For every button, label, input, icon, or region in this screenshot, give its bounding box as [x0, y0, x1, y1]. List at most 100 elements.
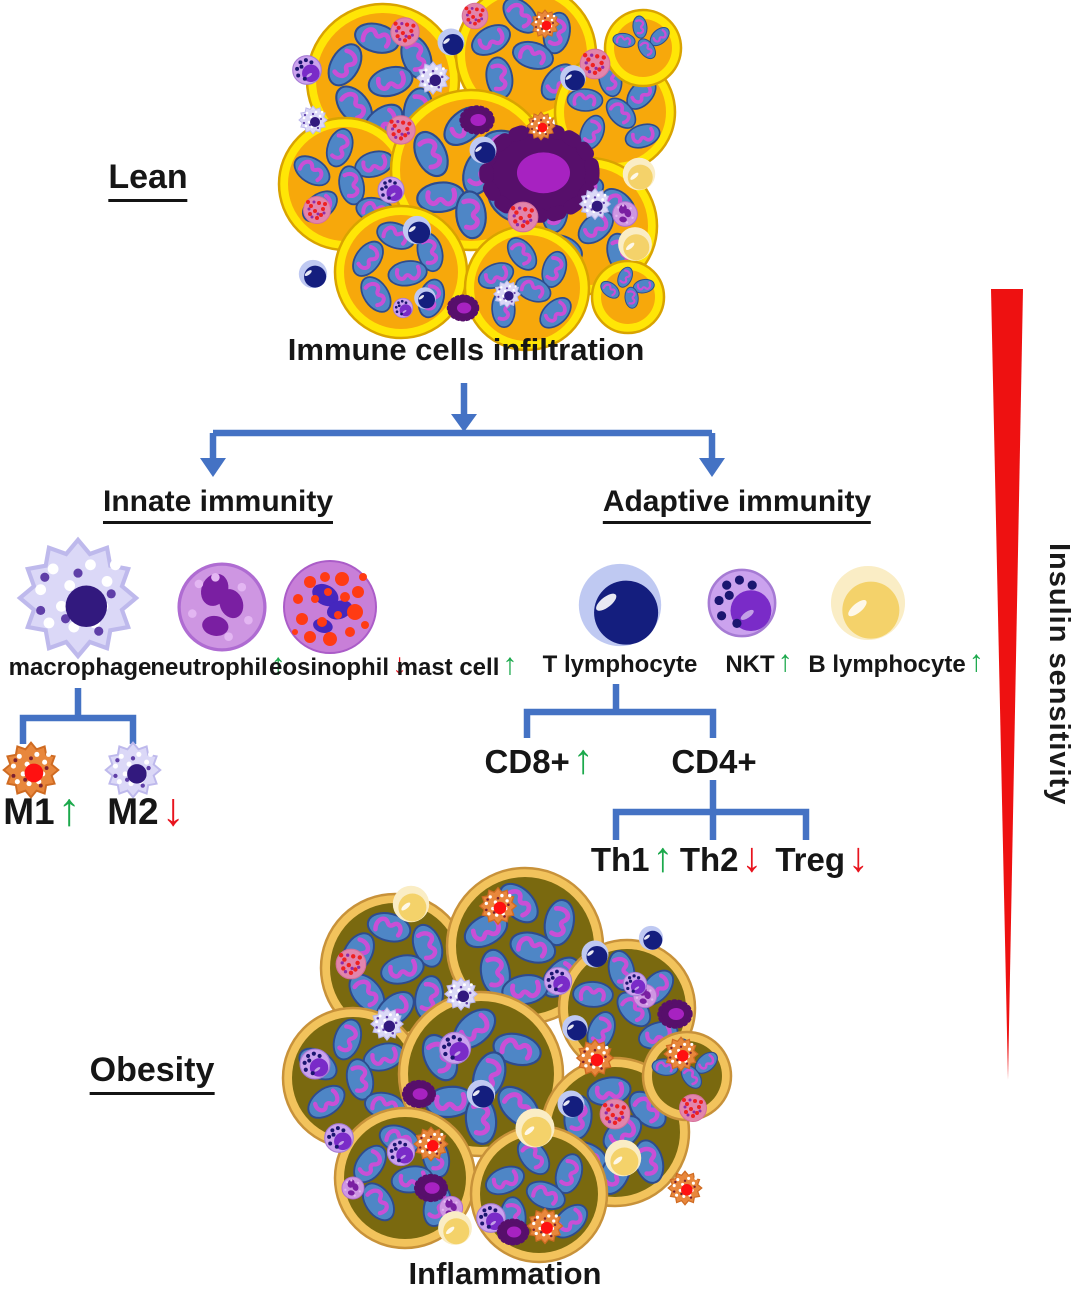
neutrophil-icon: [177, 562, 267, 652]
pink-cell-icon: [507, 201, 539, 233]
mast-cell-up-arrow: ↑: [502, 648, 518, 681]
nkt-up-arrow: ↑: [777, 645, 793, 678]
t-lymphocyte-branch: [523, 684, 717, 738]
mast-cell-icon: [402, 1079, 436, 1109]
th2-down-arrow: ↓: [741, 834, 763, 880]
m1-cell-icon: [667, 1170, 703, 1206]
m2-cell-icon: [104, 741, 162, 799]
mast-cell-icon: [479, 122, 600, 223]
arrowhead-adaptive: [699, 458, 725, 477]
t-lymphocyte-icon: [578, 563, 662, 647]
nkt-cell-icon: [299, 1048, 331, 1080]
nkt-icon: [707, 568, 777, 638]
pink-cell-icon: [599, 1098, 631, 1130]
m2-cell-icon: [492, 279, 522, 309]
th1-label: Th1 ↑: [590, 834, 674, 880]
eosinophil-down-arrow: ↓: [392, 648, 407, 681]
m1-cell-icon: [663, 1036, 699, 1072]
bcell-cell-icon: [392, 885, 430, 923]
nkt-cell-icon: [386, 1137, 416, 1167]
treg-label: Treg ↓: [775, 834, 869, 880]
nkt-cell-icon: [476, 1203, 506, 1233]
lean-adipose-tissue-illustration: [277, 0, 683, 352]
m1-cell-icon: [2, 741, 60, 799]
cd4-branch: [612, 780, 810, 840]
tcell-cell-icon: [557, 1090, 585, 1118]
bcell-cell-icon: [622, 157, 656, 191]
m2-cell-icon: [298, 105, 328, 135]
eosbig-cell-icon: [283, 560, 377, 654]
m1-cell-icon: [478, 886, 518, 926]
mast-cell-icon: [446, 294, 480, 322]
neutrophil-up-arrow: ↑: [270, 648, 286, 681]
insulin-sensitivity-label: Insulin sensitivity: [1043, 543, 1075, 806]
lean-label: Lean: [108, 159, 188, 202]
neut-cell-icon: [341, 1176, 365, 1200]
nkt-cell-icon: [622, 971, 648, 997]
cd8-up-arrow: ↑: [572, 736, 594, 782]
nkt-cell-icon: [438, 1031, 472, 1065]
pink-cell-icon: [579, 48, 611, 80]
adaptive-immunity-heading: Adaptive immunity: [602, 486, 872, 524]
insulin-sensitivity-wedge: [991, 289, 1023, 1080]
bcell-cell-icon: [618, 227, 652, 261]
m1-cell-icon: [575, 1038, 615, 1078]
treg-down-arrow: ↓: [848, 834, 869, 880]
mast-cell-icon: [396, 561, 500, 651]
tcell-cell-icon: [560, 65, 586, 91]
m1-macrophage-icon: [2, 741, 60, 799]
m2-cell-icon: [444, 977, 478, 1011]
obese-adipose-tissue-illustration: [281, 866, 733, 1264]
mast-cell-label: mast cell ↑: [396, 648, 518, 681]
pink-cell-icon: [461, 2, 489, 30]
m1-cell-icon: [413, 1126, 449, 1162]
m2-label: M2 ↓: [107, 783, 185, 835]
bcell-cell-icon: [604, 1139, 642, 1177]
m1-label: M1 ↑: [3, 783, 81, 835]
eosinophil-label: eosinophil ↓: [269, 648, 407, 681]
pink-cell-icon: [390, 17, 420, 47]
eosinophil-icon: [283, 560, 377, 654]
tcell-cell-icon: [562, 1015, 588, 1041]
macrophage-icon: [16, 536, 140, 660]
tcell-cell-icon: [298, 259, 328, 289]
tcell-cell-icon: [469, 136, 497, 164]
th1-up-arrow: ↑: [652, 834, 674, 880]
m2-down-arrow: ↓: [161, 783, 185, 835]
infiltration-title: Immune cells infiltration: [287, 332, 645, 367]
pink-cell-icon: [679, 1094, 707, 1122]
innate-immunity-heading: Innate immunity: [102, 486, 334, 524]
m1-up-arrow: ↑: [57, 783, 81, 835]
bcell-cell-icon: [830, 565, 906, 641]
tcell-cell-icon: [638, 925, 664, 951]
neutrophil-label: neutrophil ↑: [150, 648, 286, 681]
th2-label: Th2 ↓: [679, 834, 763, 880]
cd8-label: CD8+ ↑: [484, 736, 594, 782]
nkt-cell-icon: [324, 1123, 354, 1153]
pink-cell-icon: [386, 115, 416, 145]
m2-cell-icon: [578, 187, 612, 221]
m1-cell-icon: [530, 9, 560, 39]
tcell-cell-icon: [437, 28, 465, 56]
nkt-cell-icon: [392, 297, 414, 319]
tcell-cell-icon: [414, 287, 436, 309]
mast-cell-icon: [459, 105, 600, 223]
tcell-cell-icon: [402, 215, 432, 245]
mast-cell-icon: [657, 999, 693, 1029]
m2-cell-icon: [370, 1007, 404, 1041]
m2-cell-icon: [16, 536, 140, 660]
tcell-cell-icon: [581, 940, 609, 968]
b-lymphocyte-label: B lymphocyte ↑: [808, 645, 984, 678]
macrophage-branch: [19, 688, 137, 744]
macrophage-label: macrophage: [8, 654, 152, 681]
pink-cell-icon: [303, 196, 331, 224]
nkt-cell-icon: [543, 966, 573, 996]
t-lymphocyte-label: T lymphocyte: [542, 651, 698, 678]
tcell-cell-icon: [466, 1079, 496, 1109]
tcell-cell-icon: [578, 563, 662, 647]
pink-cell-icon: [335, 948, 367, 980]
mast-cell-icon: [414, 1173, 448, 1203]
obesity-label: Obesity: [89, 1052, 215, 1095]
b-lymphocyte-up-arrow: ↑: [968, 645, 984, 678]
